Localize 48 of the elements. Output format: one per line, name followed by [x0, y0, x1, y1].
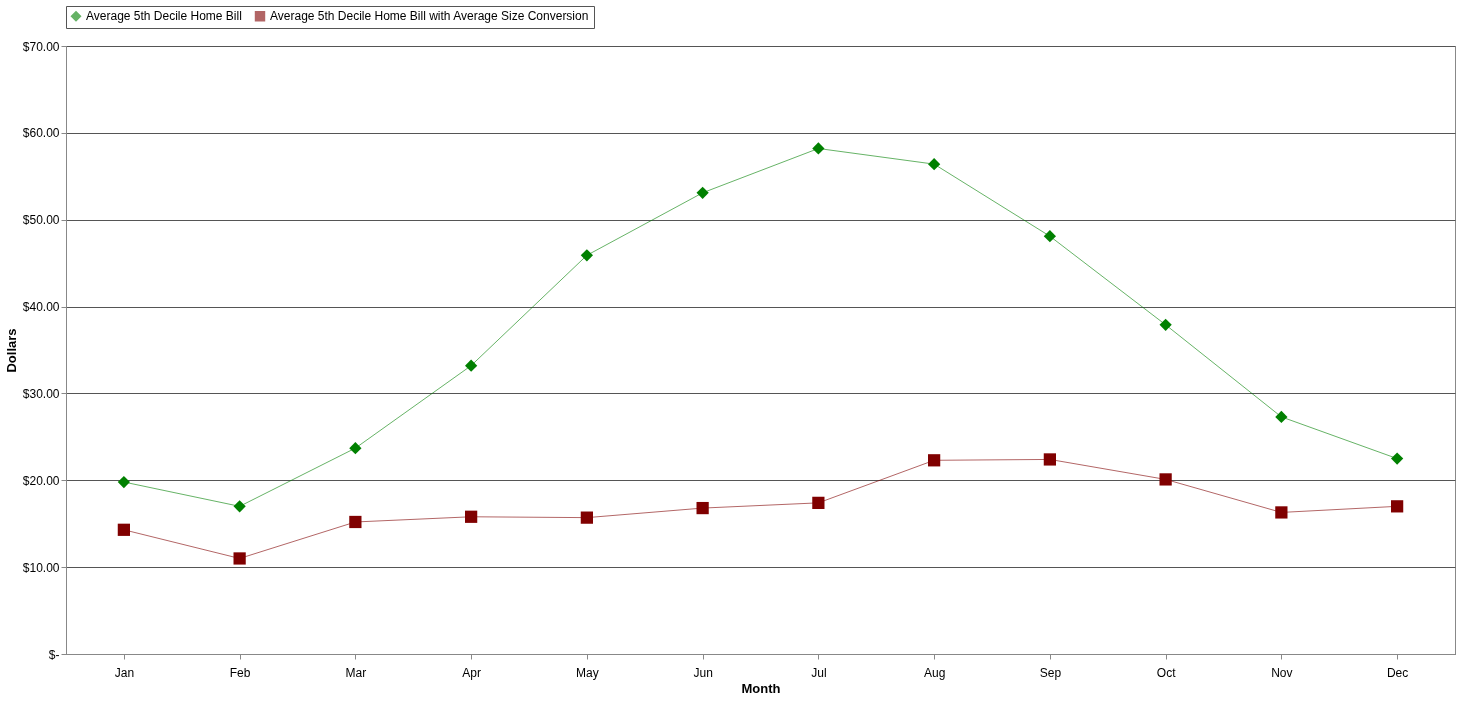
point	[928, 454, 941, 467]
legend-label: Average 5th Decile Home Bill	[86, 9, 242, 24]
x-tick-label: Jul	[811, 665, 827, 680]
point	[1275, 410, 1288, 423]
point	[1275, 506, 1288, 519]
legend-label: Average 5th Decile Home Bill with Average Size Conversion	[270, 9, 589, 24]
x-axis-title: Month	[741, 680, 781, 696]
point	[580, 511, 593, 524]
x-tick-label: May	[576, 665, 599, 680]
point	[1159, 318, 1172, 331]
point	[1391, 452, 1404, 465]
x-tick-label: Aug	[923, 665, 946, 680]
point	[465, 510, 478, 523]
x-tick-label: Jan	[114, 665, 135, 680]
x-tick-label: Nov	[1271, 665, 1293, 680]
point	[117, 523, 130, 536]
point	[928, 158, 941, 171]
point	[812, 496, 825, 509]
y-axis-title: Dollars	[3, 328, 19, 373]
y-tick-label: $10.00	[22, 560, 60, 575]
point	[812, 142, 825, 155]
y-tick-label: $40.00	[22, 300, 60, 315]
point	[580, 249, 593, 262]
x-tick-label: Mar	[345, 665, 367, 680]
x-tick-label: Feb	[229, 665, 251, 680]
point	[349, 442, 362, 455]
x-tick-label: Oct	[1156, 665, 1177, 680]
point	[233, 500, 246, 513]
x-tick-label: Apr	[462, 665, 481, 680]
x-tick-label: Sep	[1039, 665, 1062, 680]
point	[349, 515, 362, 529]
point	[117, 475, 130, 489]
y-tick-label: $30.00	[22, 386, 60, 401]
y-tick-label: $-	[48, 647, 60, 662]
x-tick-label: Dec	[1386, 665, 1409, 680]
point	[1043, 230, 1056, 243]
y-tick-label: $20.00	[22, 473, 60, 488]
point	[233, 552, 246, 565]
y-tick-label: $50.00	[22, 213, 60, 228]
y-tick-label: $70.00	[22, 39, 60, 54]
point	[1159, 473, 1172, 486]
y-tick-label: $60.00	[22, 126, 60, 141]
point	[696, 501, 709, 515]
point	[465, 359, 478, 372]
point	[696, 186, 709, 199]
point	[1043, 453, 1056, 466]
point	[1391, 500, 1404, 513]
x-tick-label: Jun	[693, 665, 713, 680]
